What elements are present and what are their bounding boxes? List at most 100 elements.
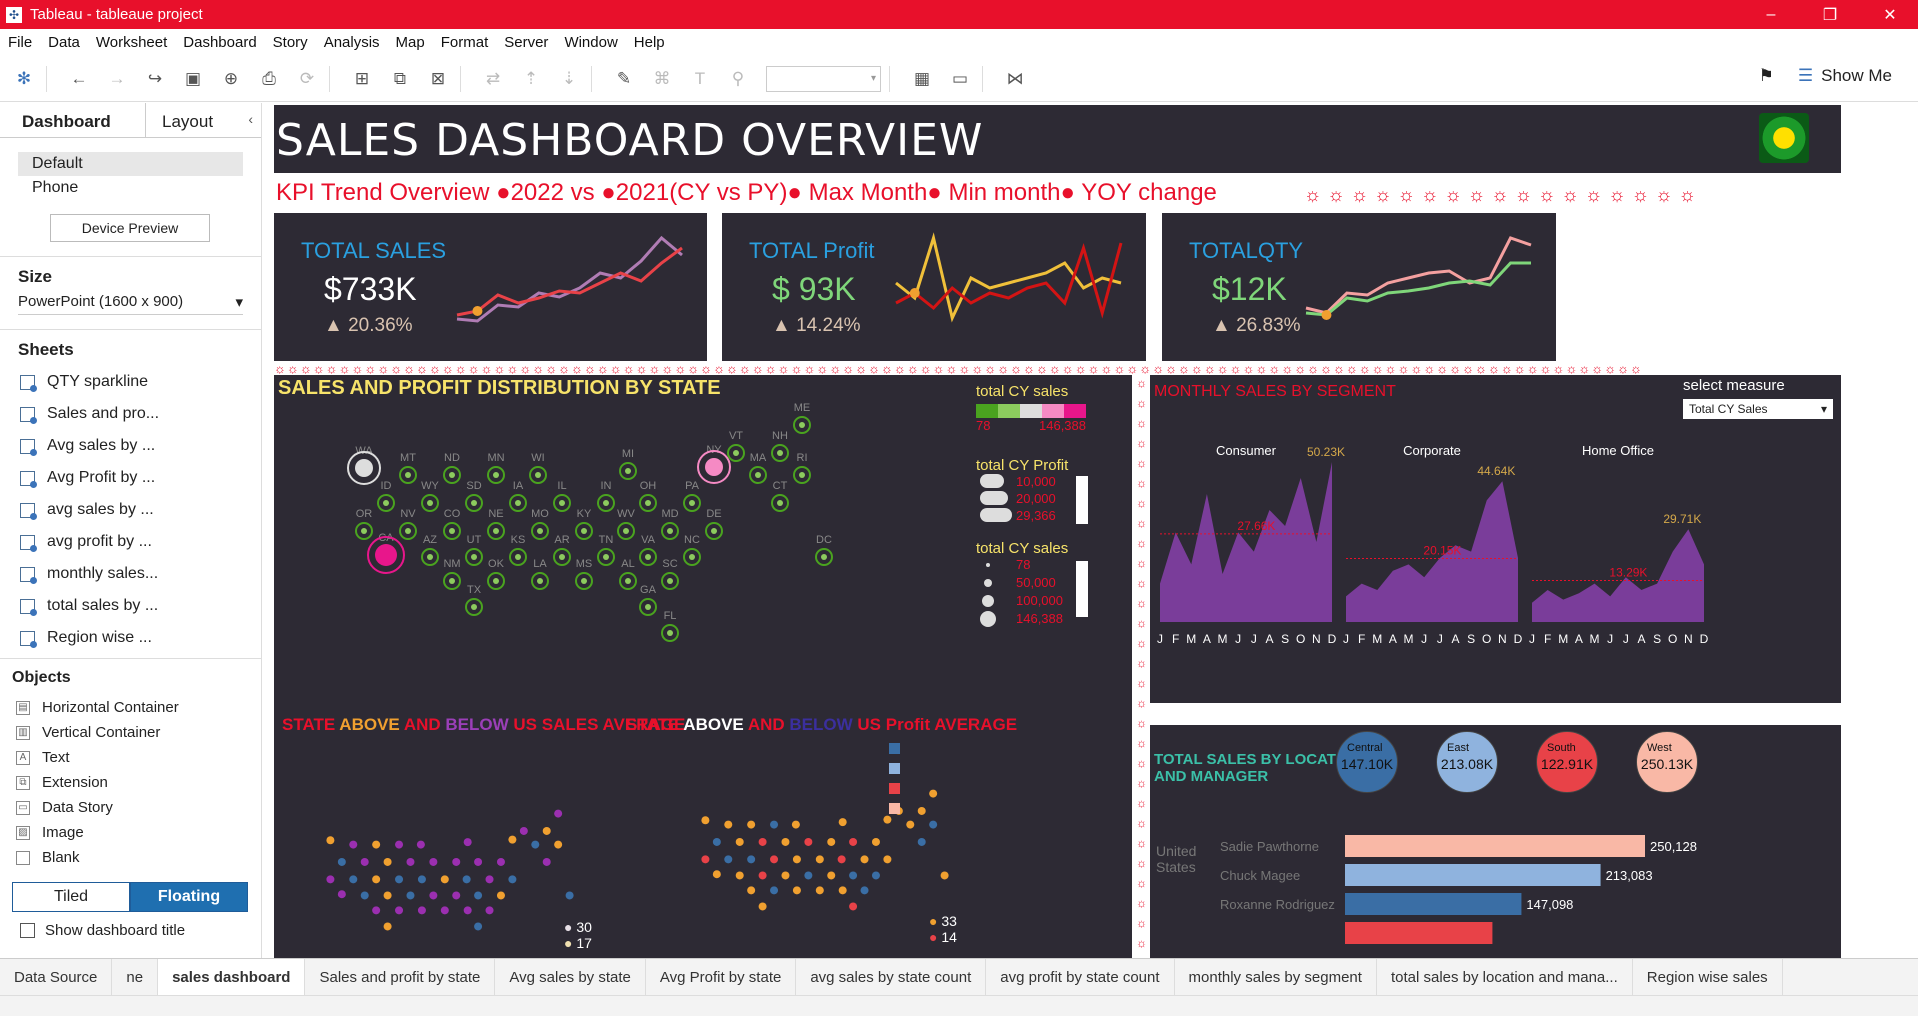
state-dot[interactable] <box>581 528 587 534</box>
state-dot[interactable] <box>361 528 367 534</box>
state-ring[interactable] <box>619 572 637 590</box>
menu-item[interactable]: Map <box>395 33 425 51</box>
state-dot[interactable] <box>537 578 543 584</box>
state-dot[interactable] <box>871 871 880 880</box>
state-ring[interactable] <box>443 466 461 484</box>
sheet-tab[interactable]: total sales by location and mana... <box>1377 959 1633 995</box>
state-ring[interactable] <box>793 466 811 484</box>
state-dot[interactable] <box>383 857 392 866</box>
state-dot[interactable] <box>496 857 505 866</box>
state-dot[interactable] <box>372 906 381 915</box>
state-dot[interactable] <box>917 837 926 846</box>
sheet-item[interactable]: Avg sales by ... <box>20 430 261 462</box>
state-ring[interactable] <box>465 548 483 566</box>
state-dot[interactable] <box>791 820 800 829</box>
state-ring[interactable] <box>575 572 593 590</box>
state-ring[interactable] <box>553 548 571 566</box>
presentation-mode-icon[interactable]: ▭ <box>951 68 969 88</box>
state-dot[interactable] <box>667 528 673 534</box>
state-dot[interactable] <box>440 875 449 884</box>
state-dot[interactable] <box>405 528 411 534</box>
menu-item[interactable]: Analysis <box>323 33 380 51</box>
menu-item[interactable]: Window <box>564 33 618 51</box>
state-dot[interactable] <box>554 840 563 849</box>
close-button[interactable]: ✕ <box>1883 6 1897 24</box>
state-dot[interactable] <box>559 554 565 560</box>
state-dot[interactable] <box>463 838 472 847</box>
group-icon[interactable]: ⌘ <box>653 68 671 88</box>
state-dot[interactable] <box>747 855 756 864</box>
state-ring[interactable] <box>399 522 417 540</box>
new-worksheet-icon[interactable]: ⊞ <box>354 68 370 88</box>
state-dot[interactable] <box>493 528 499 534</box>
state-dot[interactable] <box>485 875 494 884</box>
state-dot[interactable] <box>427 500 433 506</box>
state-dot[interactable] <box>799 422 805 428</box>
state-ring[interactable] <box>421 494 439 512</box>
state-dot[interactable] <box>429 857 438 866</box>
state-dot[interactable] <box>777 500 783 506</box>
state-dot[interactable] <box>417 906 426 915</box>
state-ring[interactable] <box>465 598 483 616</box>
device-preview-button[interactable]: Device Preview <box>50 214 210 242</box>
state-dot[interactable] <box>417 875 426 884</box>
kpi-sparkline[interactable] <box>1301 228 1541 338</box>
state-ring[interactable] <box>347 451 381 485</box>
state-dot[interactable] <box>770 855 779 864</box>
state-dot[interactable] <box>383 922 392 931</box>
redo-icon[interactable]: → <box>108 68 126 88</box>
sheet-tab[interactable]: Region wise sales <box>1633 959 1783 995</box>
sheet-item[interactable]: avg sales by ... <box>20 494 261 526</box>
sheet-tab[interactable]: ne <box>112 959 159 995</box>
kpi-card[interactable]: TOTAL SALES $733K ▲ 20.36% <box>274 213 707 361</box>
state-dot[interactable] <box>906 820 915 829</box>
state-dot[interactable] <box>493 578 499 584</box>
share-icon[interactable]: ⋈ <box>1006 68 1024 88</box>
state-dot[interactable] <box>701 816 710 825</box>
state-dot[interactable] <box>405 472 411 478</box>
state-ring[interactable] <box>619 462 637 480</box>
state-dot[interactable] <box>537 528 543 534</box>
state-tile-map[interactable]: WA MT ND MN WI MI NY VT NH ME MA RI ID WY SD IA IL IN OH PA… <box>294 395 854 665</box>
state-dot[interactable] <box>625 578 631 584</box>
state-dot[interactable] <box>821 554 827 560</box>
kpi-card[interactable]: TOTALQTY $12K ▲ 26.83% <box>1162 213 1556 361</box>
state-ring[interactable] <box>509 494 527 512</box>
state-dot[interactable] <box>508 875 517 884</box>
show-me-button[interactable]: ⚑ ☰ Show Me <box>1759 66 1892 86</box>
segment-area[interactable] <box>1160 462 1332 622</box>
sheet-tab[interactable]: Sales and profit by state <box>305 959 496 995</box>
swap-icon[interactable]: ⇄ <box>485 68 501 88</box>
state-dot[interactable] <box>883 815 892 824</box>
state-ring[interactable] <box>661 624 679 642</box>
state-dot[interactable] <box>777 450 783 456</box>
state-dot[interactable] <box>554 809 563 818</box>
state-dot[interactable] <box>712 870 721 879</box>
sheet-item[interactable]: total sales by ... <box>20 590 261 622</box>
sheet-tab[interactable]: avg profit by state count <box>986 959 1175 995</box>
state-dot[interactable] <box>799 472 805 478</box>
object-item[interactable]: A Text <box>16 745 261 770</box>
object-item[interactable]: ▭ Data Story <box>16 795 261 820</box>
state-dot[interactable] <box>849 902 858 911</box>
state-ring[interactable] <box>771 494 789 512</box>
refresh-icon[interactable]: ⟳ <box>299 68 315 88</box>
sheet-tab[interactable]: monthly sales by segment <box>1175 959 1377 995</box>
state-dot[interactable] <box>603 500 609 506</box>
state-dot[interactable] <box>337 857 346 866</box>
state-dot[interactable] <box>360 891 369 900</box>
state-dot[interactable] <box>452 891 461 900</box>
state-ring[interactable] <box>661 572 679 590</box>
state-dot[interactable] <box>581 578 587 584</box>
new-data-source-icon[interactable]: ⊕ <box>223 68 239 88</box>
region-bubble[interactable]: South 122.91K <box>1536 731 1598 793</box>
state-dot[interactable] <box>542 826 551 835</box>
kpi-card[interactable]: TOTAL Profit $ 93K ▲ 14.24% <box>722 213 1146 361</box>
state-dot[interactable] <box>372 840 381 849</box>
state-dot[interactable] <box>452 857 461 866</box>
state-dot[interactable] <box>449 528 455 534</box>
state-dot[interactable] <box>705 458 723 476</box>
object-item[interactable]: ▥ Vertical Container <box>16 720 261 745</box>
state-dot[interactable] <box>804 837 813 846</box>
duplicate-sheet-icon[interactable]: ⧉ <box>393 68 407 88</box>
